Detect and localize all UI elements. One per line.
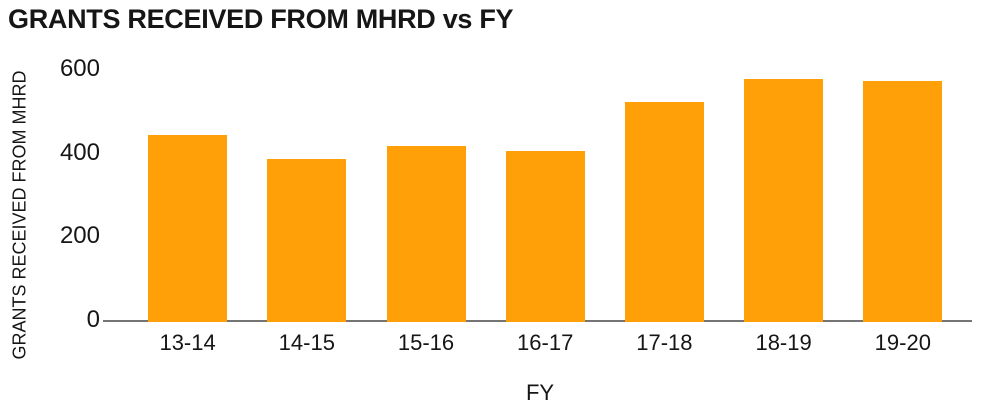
bar-18-19 (744, 79, 824, 322)
y-tick-label: 200 (59, 222, 100, 250)
chart-title: GRANTS RECEIVED FROM MHRD vs FY (8, 4, 514, 34)
y-tick-label: 600 (59, 55, 100, 82)
bar-15-16 (386, 146, 466, 322)
x-tick-label: 15-16 (397, 330, 455, 355)
x-axis-title: FY (525, 380, 555, 405)
x-tick-label: 14-15 (278, 330, 335, 355)
bar-16-17 (505, 151, 585, 322)
y-tick-label: 0 (86, 306, 100, 333)
y-tick-label: 400 (59, 138, 100, 166)
x-tick-label: 13-14 (159, 330, 216, 355)
x-tick-label: 19-20 (874, 330, 931, 355)
x-tick-label: 18-19 (755, 330, 812, 355)
bar-13-14 (148, 134, 228, 322)
x-tick-label: 17-18 (636, 330, 693, 355)
bar-14-15 (267, 158, 347, 322)
bar-19-20 (863, 81, 943, 322)
bar-17-18 (624, 102, 704, 322)
x-tick-label: 16-17 (517, 330, 574, 355)
